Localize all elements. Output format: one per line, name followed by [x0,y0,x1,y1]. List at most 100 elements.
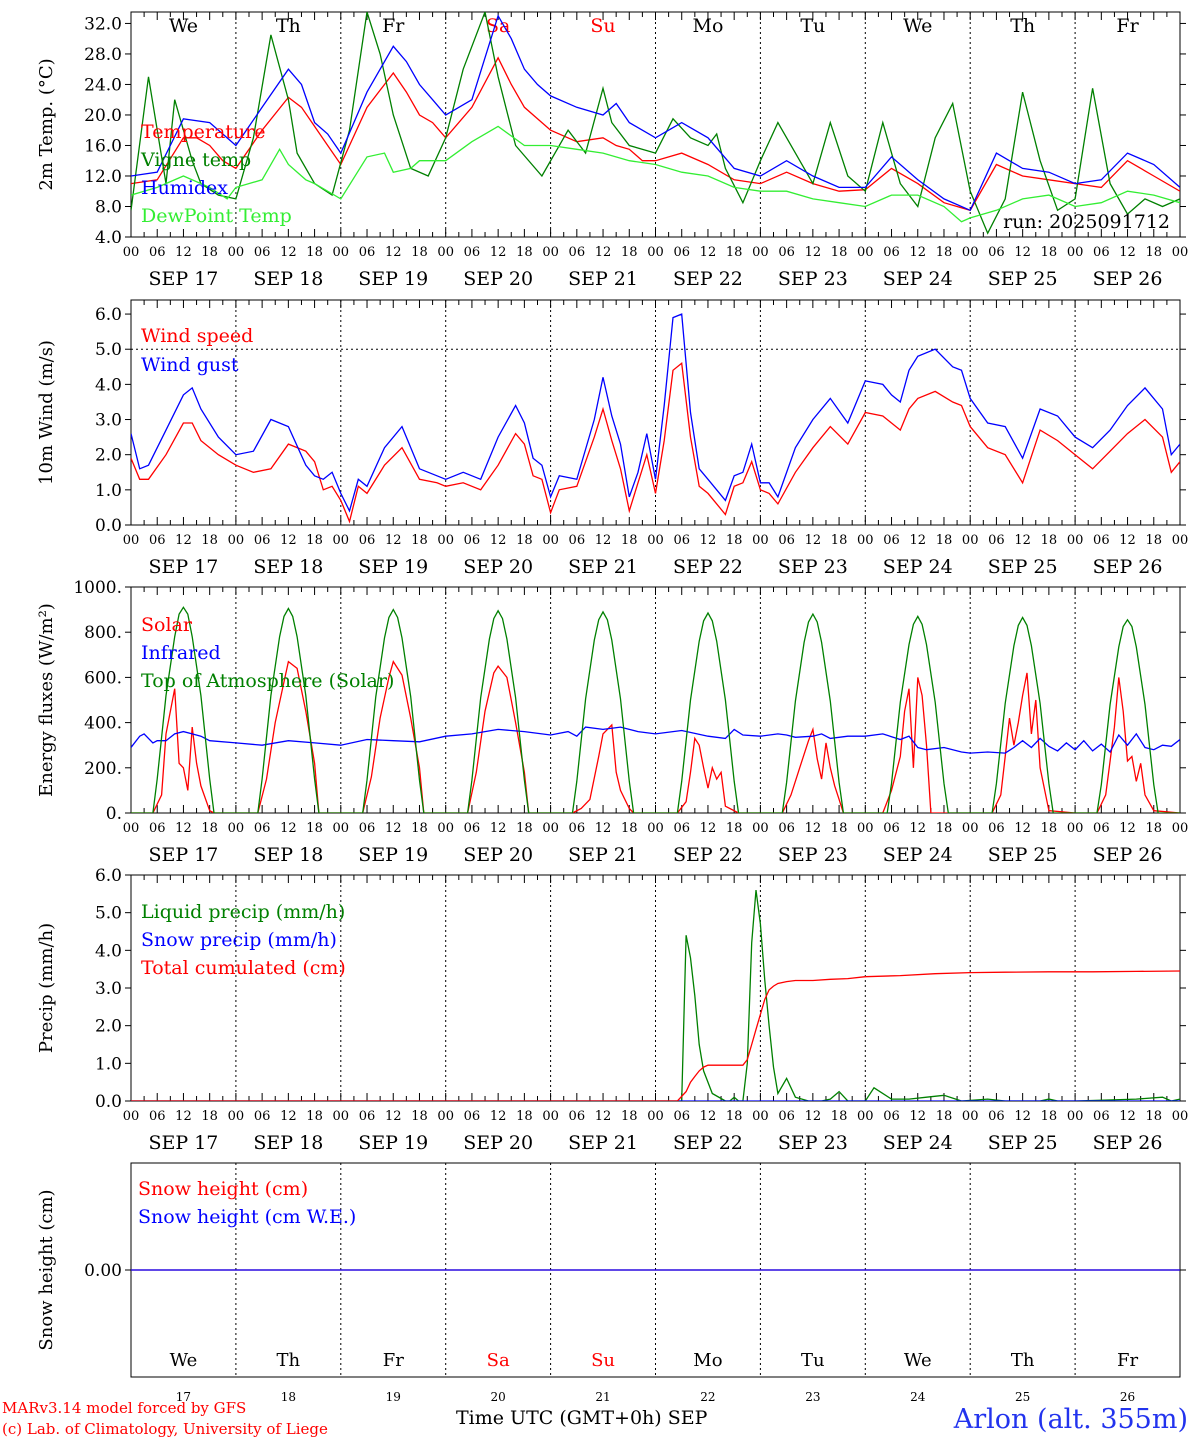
hour-tick-label: 18 [936,821,953,836]
hour-tick-label: 06 [988,533,1005,548]
hour-tick-label: 12 [280,821,297,836]
legend-entry: Top of Atmosphere (Solar) [141,670,394,692]
hour-tick-label: 18 [831,245,848,260]
y-tick-label: 200. [84,759,122,779]
hour-tick-label: 18 [411,245,428,260]
date-label: SEP 24 [883,268,953,290]
hour-tick-label: 18 [1041,1109,1058,1124]
hour-tick-label: 18 [516,533,533,548]
hour-tick-label: 00 [1172,1109,1189,1124]
date-label: SEP 19 [358,556,428,578]
hour-tick-label: 18 [201,1109,218,1124]
y-tick-label: 4.0 [95,375,122,395]
y-tick-label: 2.0 [95,446,122,466]
hour-tick-label: 06 [883,533,900,548]
date-label: SEP 19 [358,844,428,866]
hour-tick-label: 18 [306,821,323,836]
hour-tick-label: 12 [490,1109,507,1124]
bottom-day-label: We [170,1350,198,1371]
date-label: SEP 21 [568,1132,638,1154]
day-label: Tu [800,15,825,37]
y-tick-label: 16.0 [84,136,122,156]
y-tick-label: 400. [84,714,122,734]
date-label: SEP 26 [1093,268,1163,290]
date-label: SEP 17 [149,844,219,866]
day-label: Fr [1116,15,1139,37]
bottom-day-label: Tu [801,1350,825,1371]
date-label: SEP 23 [778,556,848,578]
legend-entry: Wind gust [141,354,239,376]
hour-tick-label: 18 [831,533,848,548]
hour-tick-label: 00 [1172,533,1189,548]
hour-tick-label: 00 [752,245,769,260]
hour-tick-label: 00 [1067,821,1084,836]
hour-tick-label: 06 [778,1109,795,1124]
hour-tick-label: 00 [1067,533,1084,548]
station-title: Arlon (alt. 355m) [953,1404,1188,1435]
hour-tick-label: 18 [411,533,428,548]
day-number-label: 20 [491,1390,506,1404]
y-tick-label: 8.0 [95,197,122,217]
hour-tick-label: 00 [962,245,979,260]
hour-tick-label: 12 [385,533,402,548]
hour-tick-label: 12 [805,245,822,260]
series-line-vigne-temp [131,12,1180,235]
panel-precip: 0.0 1.0 2.0 3.0 4.0 5.0 6.0 Precip (mm/h) 00 06 12… [36,866,1188,1154]
hour-tick-label: 06 [778,533,795,548]
y-tick-label: 6.0 [95,866,122,886]
hour-tick-label: 06 [1093,245,1110,260]
hour-tick-label: 12 [385,245,402,260]
date-label: SEP 22 [673,844,743,866]
date-label: SEP 23 [778,268,848,290]
date-label: SEP 26 [1093,844,1163,866]
hour-tick-label: 18 [831,1109,848,1124]
hour-tick-label: 06 [988,821,1005,836]
hour-tick-label: 00 [123,245,140,260]
day-number-label: 26 [1120,1390,1135,1404]
hour-tick-label: 18 [936,533,953,548]
hour-tick-label: 06 [673,821,690,836]
lab-credit: (c) Lab. of Climatology, University of L… [2,1420,328,1438]
hour-tick-label: 18 [726,821,743,836]
y-tick-label: 4.0 [95,941,122,961]
hour-tick-label: 00 [857,821,874,836]
hour-tick-label: 12 [280,1109,297,1124]
hour-tick-label: 06 [254,1109,271,1124]
hour-tick-label: 12 [175,245,192,260]
hour-tick-label: 00 [857,245,874,260]
hour-tick-label: 00 [752,1109,769,1124]
hour-tick-label: 06 [778,245,795,260]
hour-tick-label: 00 [962,1109,979,1124]
legend-entry: Infrared [141,642,221,664]
hour-tick-label: 12 [1119,245,1136,260]
bottom-day-label: Mo [693,1350,722,1371]
hour-tick-label: 12 [595,821,612,836]
date-label: SEP 20 [463,844,533,866]
hour-tick-label: 18 [621,821,638,836]
hour-tick-label: 12 [805,1109,822,1124]
hour-tick-label: 12 [385,821,402,836]
series-line-humidex [131,14,1180,212]
day-number-label: 18 [281,1390,296,1404]
hour-tick-label: 06 [149,821,166,836]
hour-tick-label: 06 [569,245,586,260]
legend-entry: Solar [141,614,193,636]
hour-tick-label: 00 [228,533,245,548]
hour-tick-label: 12 [280,533,297,548]
date-label: SEP 19 [358,1132,428,1154]
hour-tick-label: 12 [909,245,926,260]
date-label: SEP 22 [673,1132,743,1154]
hour-tick-label: 06 [149,533,166,548]
hour-tick-label: 06 [464,245,481,260]
hour-tick-label: 06 [1093,1109,1110,1124]
y-tick-label: 5.0 [95,340,122,360]
hour-tick-label: 00 [647,245,664,260]
series-line-liquid-precip-mm-h [131,890,1180,1101]
hour-tick-label: 12 [595,1109,612,1124]
hour-tick-label: 00 [1172,245,1189,260]
date-label: SEP 23 [778,844,848,866]
bottom-day-label: Sa [487,1350,510,1371]
hour-tick-label: 06 [464,533,481,548]
hour-tick-label: 18 [516,821,533,836]
